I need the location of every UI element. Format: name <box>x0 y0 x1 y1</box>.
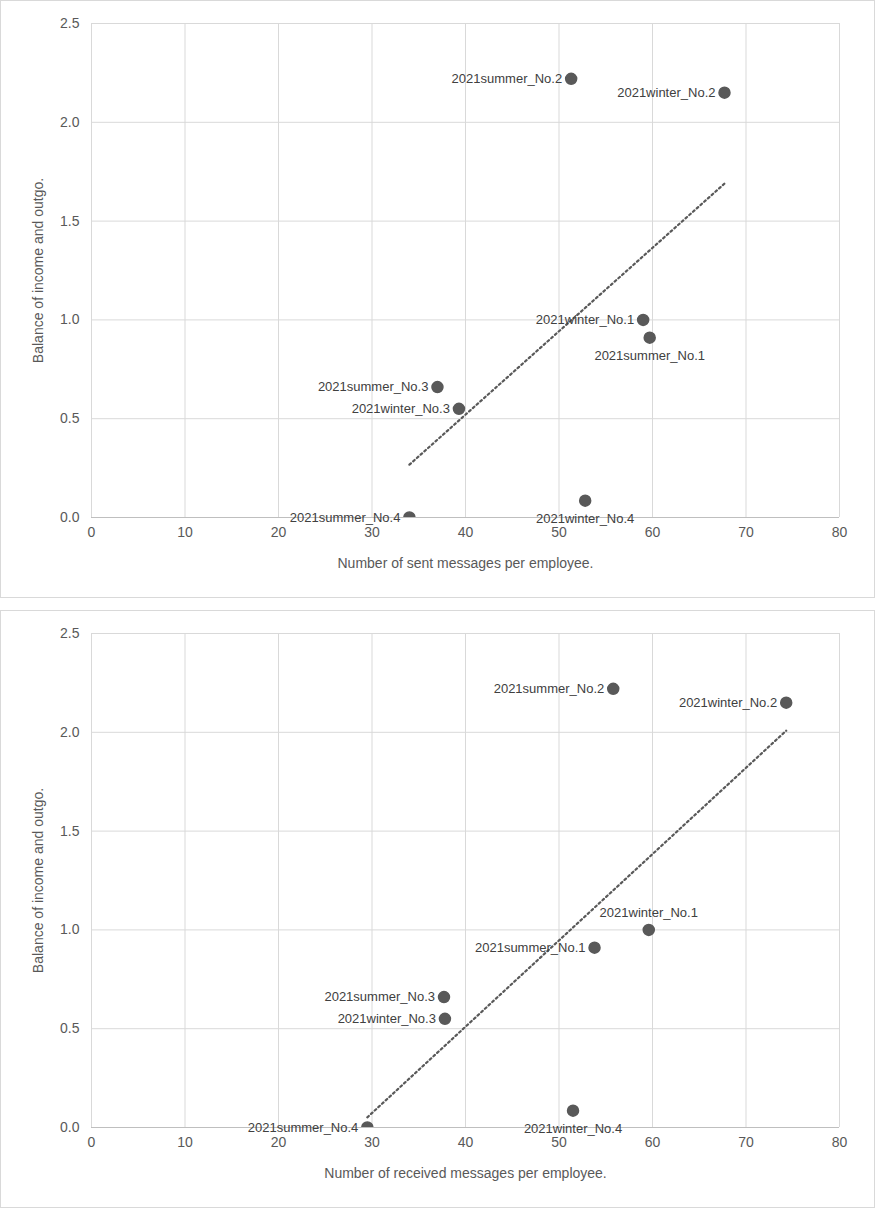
svg-text:60: 60 <box>645 1134 661 1150</box>
svg-text:2021summer_No.3: 2021summer_No.3 <box>318 379 429 394</box>
svg-text:70: 70 <box>738 524 754 540</box>
svg-text:2021winter_No.3: 2021winter_No.3 <box>338 1011 436 1026</box>
svg-text:10: 10 <box>177 1134 193 1150</box>
svg-text:Balance of income and outgo.: Balance of income and outgo. <box>30 788 46 973</box>
svg-text:2021winter_No.1: 2021winter_No.1 <box>536 312 634 327</box>
svg-text:2021summer_No.2: 2021summer_No.2 <box>494 681 605 696</box>
svg-text:2021summer_No.1: 2021summer_No.1 <box>475 940 586 955</box>
svg-text:20: 20 <box>271 524 287 540</box>
svg-text:2021winter_No.3: 2021winter_No.3 <box>352 401 450 416</box>
svg-text:30: 30 <box>364 1134 380 1150</box>
svg-text:10: 10 <box>177 524 193 540</box>
svg-text:0: 0 <box>88 1134 96 1150</box>
svg-text:40: 40 <box>458 524 474 540</box>
svg-text:0.5: 0.5 <box>60 1020 80 1036</box>
svg-text:2.0: 2.0 <box>60 724 80 740</box>
svg-text:1.5: 1.5 <box>60 213 80 229</box>
svg-text:1.0: 1.0 <box>60 311 80 327</box>
svg-text:50: 50 <box>551 524 567 540</box>
svg-text:2021summer_No.2: 2021summer_No.2 <box>452 71 563 86</box>
svg-text:50: 50 <box>551 1134 567 1150</box>
svg-text:2021winter_No.1: 2021winter_No.1 <box>600 905 698 920</box>
svg-text:1.0: 1.0 <box>60 921 80 937</box>
svg-text:Balance of income and outgo.: Balance of income and outgo. <box>30 178 46 363</box>
svg-text:2021summer_No.1: 2021summer_No.1 <box>594 348 705 363</box>
svg-text:80: 80 <box>832 1134 848 1150</box>
svg-text:2021winter_No.2: 2021winter_No.2 <box>617 85 715 100</box>
svg-text:70: 70 <box>738 1134 754 1150</box>
svg-text:Number of sent messages per em: Number of sent messages per employee. <box>337 555 593 571</box>
svg-text:2021winter_No.4: 2021winter_No.4 <box>524 1121 622 1136</box>
svg-text:2021summer_No.4: 2021summer_No.4 <box>290 510 401 525</box>
svg-text:0.0: 0.0 <box>60 1119 80 1135</box>
svg-text:40: 40 <box>458 1134 474 1150</box>
svg-text:0.0: 0.0 <box>60 509 80 525</box>
svg-text:30: 30 <box>364 524 380 540</box>
svg-text:60: 60 <box>645 524 661 540</box>
svg-text:2.5: 2.5 <box>60 15 80 31</box>
svg-text:20: 20 <box>271 1134 287 1150</box>
svg-text:1.5: 1.5 <box>60 823 80 839</box>
svg-text:Number of received messages pe: Number of received messages per employee… <box>324 1165 606 1181</box>
svg-text:2.0: 2.0 <box>60 114 80 130</box>
svg-text:2021winter_No.2: 2021winter_No.2 <box>679 695 777 710</box>
svg-text:2021winter_No.4: 2021winter_No.4 <box>536 511 634 526</box>
svg-text:2021summer_No.4: 2021summer_No.4 <box>248 1120 359 1135</box>
svg-text:0: 0 <box>88 524 96 540</box>
svg-text:0.5: 0.5 <box>60 410 80 426</box>
svg-text:2.5: 2.5 <box>60 625 80 641</box>
svg-text:2021summer_No.3: 2021summer_No.3 <box>324 989 435 1004</box>
svg-text:80: 80 <box>832 524 848 540</box>
